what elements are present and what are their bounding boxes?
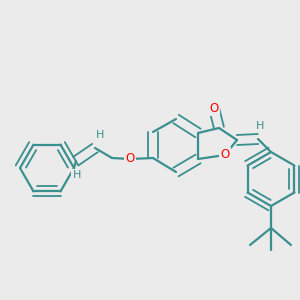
Text: O: O [125,152,135,166]
Text: H: H [73,170,81,180]
Text: O: O [220,148,230,161]
Text: H: H [96,130,104,140]
Text: H: H [256,121,264,131]
Text: O: O [209,101,219,115]
